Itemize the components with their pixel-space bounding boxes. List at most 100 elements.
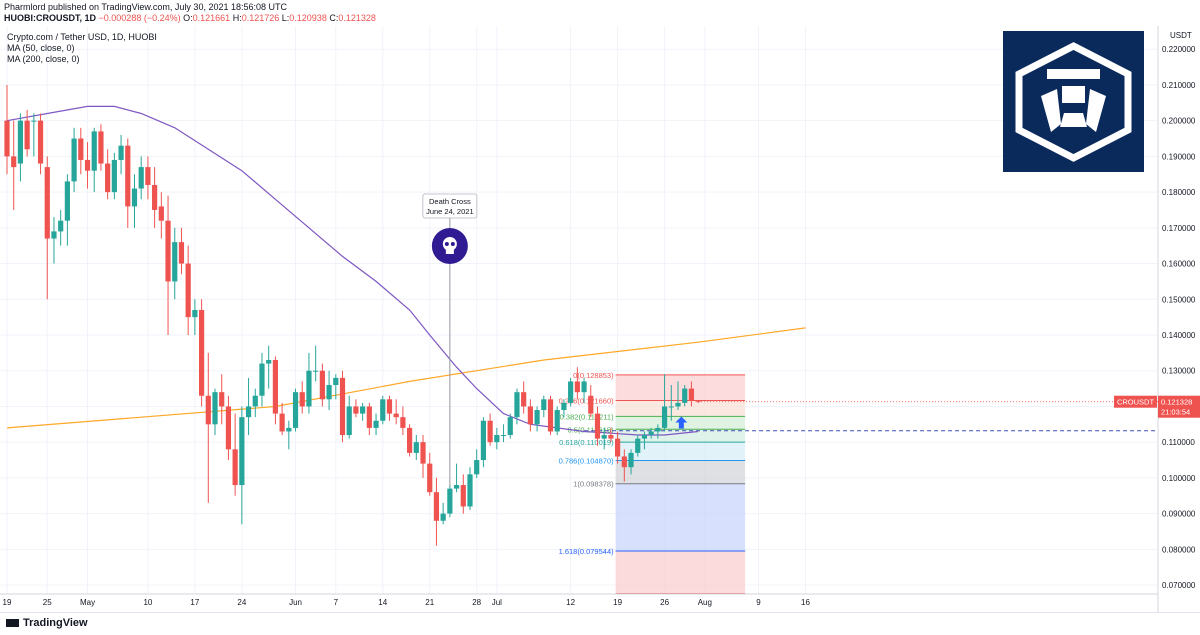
candle-body [467,474,473,507]
candle-body [601,435,607,439]
candle-body [568,381,574,403]
candle-body [440,513,446,521]
candle-body [420,442,426,464]
chart-header: Pharmlord published on TradingView.com, … [0,0,1200,26]
price-chart[interactable]: 0(0.128853) 0.236(0.121660) 0.382(0.117211… [0,26,1200,612]
time-tick-label: Jun [289,598,302,607]
candle-body [521,392,527,407]
candle-body [152,184,158,210]
candle-body [4,120,10,157]
footer: TradingView [0,612,1200,635]
open-label: O: [183,13,193,23]
ma200-line [6,327,806,429]
chart-legend: Crypto.com / Tether USD, 1D, HUOBI MA (5… [7,32,157,65]
candle-body [239,417,245,486]
symbol-tag-bg [1114,395,1157,408]
fib-zone [615,550,746,594]
ohlc-line: HUOBI:CROUSDT, 1D −0.000288 (−0.24%) O:0… [4,13,376,23]
skull-eye-left [444,242,449,246]
candle-body [51,231,57,239]
candle-body [360,406,366,414]
candle-body [272,360,278,414]
candle-body [125,145,131,207]
candle-body [547,399,554,432]
candle-body [339,377,346,436]
high-label: H: [232,13,242,23]
annotation-date: June 24, 2021 [426,207,474,216]
candle-body [64,181,70,221]
candle-body [682,388,688,403]
price-tick-label: 0.110000 [1162,438,1195,447]
time-tick-label: May [80,598,95,607]
fib-zone [615,460,746,484]
time-tick-label: 12 [566,598,575,607]
time-tick-label: 19 [613,598,622,607]
candle-body [333,377,339,386]
candle-body [366,406,372,428]
fib-zone [615,429,746,443]
time-tick-label: Aug [698,598,712,607]
candle-body [447,488,453,514]
time-axis[interactable]: 19 25 May 10 17 24 Jun 7 14 21 28 Jul 12 19 26 Aug 9 16 [0,593,1158,607]
candle-body [514,392,520,418]
price-tick-label: 0.070000 [1162,581,1196,590]
candle-body [266,360,272,364]
fib-retracement[interactable]: 0(0.128853) 0.236(0.121660) 0.382(0.117211… [559,371,1158,595]
price-axis[interactable]: USDT 0.070000 0.080000 0.090000 0.100000 0.11… [1157,26,1200,612]
candle-body [380,399,386,421]
time-tick-label: 26 [660,598,669,607]
fib-zone [615,374,746,401]
publisher-line: Pharmlord published on TradingView.com, … [4,2,287,12]
candle-body [561,402,567,411]
candle-body [111,159,117,193]
candle-body [158,206,164,221]
candle-body [172,242,178,282]
candle-body [279,413,285,432]
candle-body [641,435,648,439]
candle-body [205,395,211,425]
candle-body [413,442,419,453]
candle-body [44,167,50,239]
skull-icon [442,237,457,251]
time-tick-label: 24 [237,598,246,607]
candle-body [393,413,399,418]
price-tick-label: 0.220000 [1162,45,1196,54]
candle-body [225,406,232,450]
candle-body [373,420,379,428]
candle-body [621,456,627,468]
candle-body [37,120,44,164]
candle-body [594,413,601,439]
symbol-tag: CROUSDT [1117,398,1155,407]
time-tick-label: 21 [425,598,434,607]
candle-body [527,406,533,425]
candle-body [219,392,225,407]
candle-body [71,138,77,182]
candle-body [615,438,621,457]
candle-body [292,392,299,428]
candle-body [668,406,674,408]
tradingview-logo[interactable]: TradingView [6,617,88,629]
candle-body [500,435,507,437]
candle-body [655,427,661,432]
time-tick-label: 17 [190,598,199,607]
candle-body [98,131,104,164]
candle-body [474,460,480,475]
fib-level-label: 1(0.098378) [573,480,614,489]
high-value: 0.121726 [241,13,280,23]
candle-body [407,427,413,453]
candle-body [138,167,144,189]
candle-body [554,410,560,432]
price-tick-label: 0.200000 [1162,117,1196,126]
price-tag: 0.121328 [1161,398,1192,407]
candle-body [178,242,185,264]
candle-body [78,138,84,160]
candle-body [105,163,111,193]
ma50-line [6,105,699,436]
close-label: C: [329,13,339,23]
legend-title: Crypto.com / Tether USD, 1D, HUOBI [7,32,157,42]
fib-zone [615,400,746,417]
candle-body [232,449,238,486]
low-value: 0.120938 [289,13,327,23]
candle-body [581,381,587,393]
